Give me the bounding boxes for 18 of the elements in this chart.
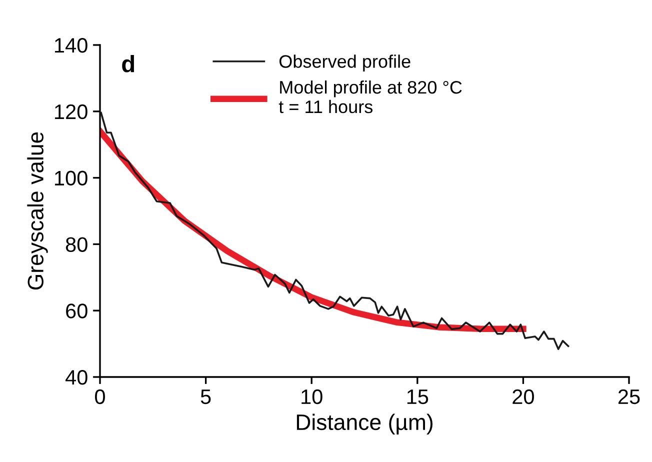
y-tick-label: 100 bbox=[55, 170, 88, 186]
x-tick-label: 15 bbox=[407, 390, 428, 404]
x-tick-label: 20 bbox=[512, 389, 534, 404]
x-tick-label: 10 bbox=[302, 389, 322, 404]
x-tick-label: 0 bbox=[95, 389, 105, 404]
y-tick-label: 140 bbox=[55, 38, 88, 53]
x-tick-label: 25 bbox=[618, 389, 640, 404]
y-axis-title: Greyscale value bbox=[27, 132, 48, 290]
legend-label: Observed profile bbox=[279, 54, 410, 72]
y-tick-label: 120 bbox=[55, 104, 88, 120]
y-tick-label: 40 bbox=[66, 370, 88, 385]
x-axis-title: Distance (µm) bbox=[296, 414, 432, 434]
y-tick-label: 60 bbox=[66, 304, 88, 318]
y-tick-label: 80 bbox=[66, 237, 88, 252]
line-series bbox=[100, 112, 570, 350]
x-tick-label: 5 bbox=[200, 390, 211, 404]
annotation: d bbox=[122, 54, 134, 72]
legend-label: Model profile at 820 °C t = 11 hours bbox=[278, 80, 462, 114]
